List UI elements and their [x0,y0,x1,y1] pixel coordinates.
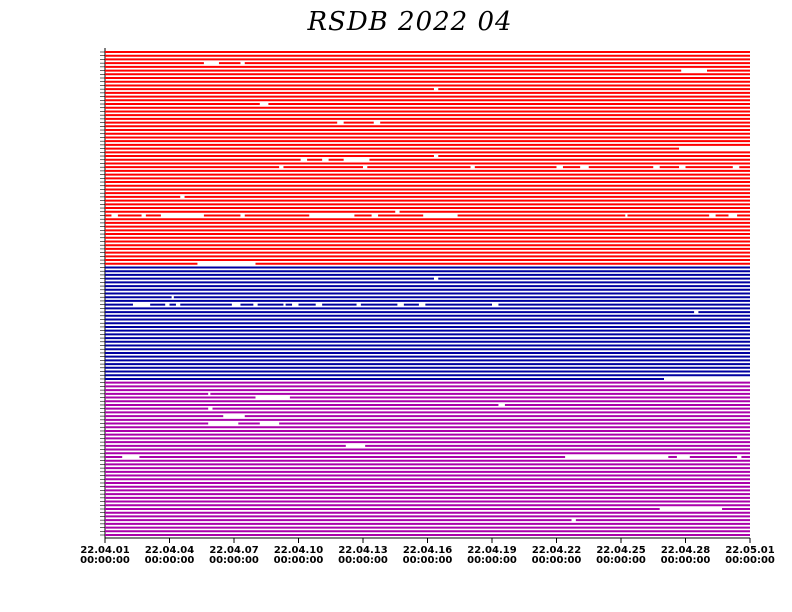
x-tick-label: 22.04.01 [80,545,129,556]
x-tick-label: 22.04.19 [467,545,516,556]
x-tick-label: 22.05.01 [725,545,774,556]
chart-title: RSDB 2022 04 [306,7,512,37]
x-tick-label: 00:00:00 [725,555,775,566]
x-tick-label: 00:00:00 [532,555,582,566]
x-tick-label: 22.04.28 [661,545,710,556]
x-tick-label: 00:00:00 [596,555,646,566]
x-tick-label: 22.04.25 [596,545,645,556]
x-tick-label: 00:00:00 [403,555,453,566]
x-tick-label: 22.04.10 [274,545,323,556]
x-tick-label: 00:00:00 [467,555,517,566]
x-tick-label: 00:00:00 [209,555,259,566]
x-tick-label: 22.04.07 [209,545,258,556]
x-tick-label: 00:00:00 [661,555,711,566]
x-tick-label: 22.04.04 [145,545,194,556]
x-tick-label: 22.04.16 [403,545,452,556]
x-tick-label: 22.04.22 [532,545,581,556]
x-tick-label: 22.04.13 [338,545,387,556]
x-tick-label: 00:00:00 [274,555,324,566]
x-tick-label: 00:00:00 [338,555,388,566]
x-tick-label: 00:00:00 [80,555,130,566]
x-tick-label: 00:00:00 [145,555,195,566]
